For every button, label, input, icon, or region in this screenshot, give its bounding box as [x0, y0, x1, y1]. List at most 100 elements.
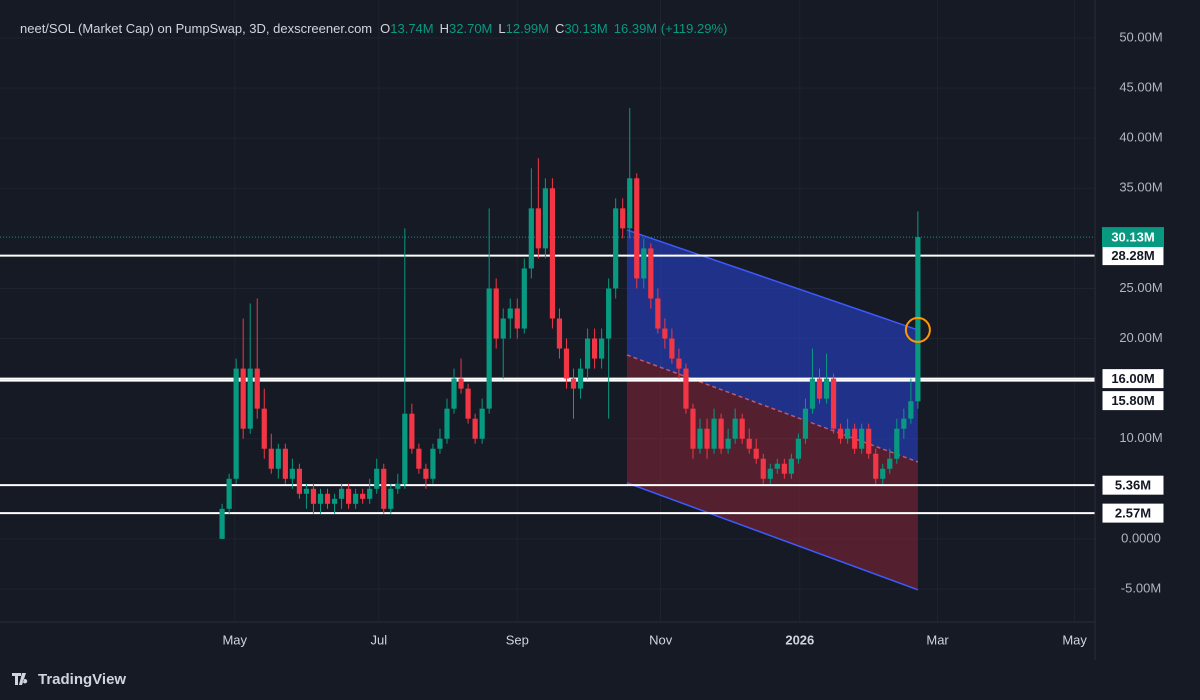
candle-body [711, 418, 717, 449]
candle-body [809, 378, 816, 409]
legend-key: C [555, 21, 564, 36]
candle-body [444, 408, 450, 439]
candle-body [381, 468, 387, 509]
levels [0, 236, 1095, 515]
candle-body [374, 468, 380, 489]
candle-body [261, 408, 267, 449]
last-price-box [1102, 227, 1164, 248]
candle-body [852, 428, 858, 449]
candle-body [226, 478, 232, 509]
candle-body [725, 438, 731, 449]
legend-value: 30.13M [564, 21, 607, 36]
x-tick-label: Nov [649, 632, 673, 647]
y-tick-label: 20.00M [1119, 330, 1162, 345]
y-tick-label: -5.00M [1121, 580, 1161, 595]
candle-body [437, 438, 443, 449]
candle-body [866, 428, 872, 454]
candle-body [599, 338, 605, 359]
candle-body [676, 358, 682, 369]
candle-body [528, 208, 534, 269]
y-tick-label: 10.00M [1119, 430, 1162, 445]
candle-body [634, 178, 640, 279]
candle-body [500, 318, 506, 339]
candle-body [563, 348, 570, 379]
channel-lower-line [626, 482, 919, 591]
level-label: 2.57M [1115, 506, 1151, 521]
x-tick-label: May [1062, 632, 1087, 647]
level-label: 16.00M [1111, 371, 1154, 386]
candle-body [606, 288, 612, 339]
candle-body [627, 178, 633, 229]
candle-body [760, 458, 766, 479]
candle-body [521, 268, 527, 329]
candle-body [514, 308, 520, 329]
channel-upper-line [626, 229, 919, 331]
level-label-box [1101, 368, 1165, 390]
candle-body [704, 428, 710, 449]
candle-body [767, 468, 773, 479]
level-label-box [1101, 502, 1165, 524]
level-label-box [1101, 390, 1165, 412]
candle-body [219, 508, 225, 539]
candle-body [915, 237, 921, 402]
candle-body [584, 338, 591, 369]
candle-body [254, 368, 260, 409]
x-tick-label: Mar [926, 632, 949, 647]
candle-body [430, 448, 436, 479]
candle-body [353, 493, 359, 504]
candle-body [416, 448, 422, 469]
candle-body [880, 468, 886, 479]
legend-value: 32.70M [449, 21, 492, 36]
chart-title: neet/SOL (Market Cap) on PumpSwap, 3D, d… [20, 21, 372, 36]
candle-body [774, 463, 780, 469]
candle-body [641, 248, 647, 279]
candle-body [338, 488, 345, 499]
candle-body [591, 338, 598, 359]
candles [219, 108, 931, 539]
candle-body [655, 298, 661, 329]
y-tick-label: 35.00M [1119, 180, 1162, 195]
level-label: 15.80M [1111, 393, 1154, 408]
candle-body [718, 418, 724, 449]
candle-body [346, 488, 352, 504]
legend-change: 16.39M (+119.29%) [614, 21, 728, 36]
candle-body [549, 188, 556, 319]
chart-header: neet/SOL (Market Cap) on PumpSwap, 3D, d… [20, 21, 727, 36]
candle-body [451, 378, 457, 409]
grid [0, 0, 1095, 622]
breakout-marker [904, 316, 931, 343]
candle-body [275, 448, 281, 469]
candle-body [395, 483, 401, 489]
candle-body [317, 493, 324, 504]
y-tick-label: 25.00M [1119, 280, 1162, 295]
candle-body [303, 488, 310, 494]
candle-body [894, 428, 900, 459]
candle-body [458, 378, 464, 389]
x-tick-label: Jul [371, 632, 388, 647]
candle-body [268, 448, 274, 469]
candle-body [465, 388, 471, 419]
candle-body [662, 328, 668, 339]
legend-key: O [380, 21, 390, 36]
candle-body [795, 438, 802, 459]
candle-body [289, 468, 295, 479]
candle-body [493, 288, 499, 339]
y-tick-label: 0.0000 [1121, 530, 1161, 545]
candle-body [901, 418, 907, 429]
candle-body [296, 468, 303, 494]
candle-body [823, 378, 830, 399]
candle-body [507, 308, 513, 319]
candle-body [648, 248, 654, 299]
candle-body [486, 288, 492, 409]
candle-body [887, 458, 893, 469]
candle-body [683, 368, 689, 409]
candle-body [830, 378, 837, 429]
candle-body [802, 408, 809, 439]
candle-body [240, 368, 246, 429]
y-tick-label: 45.00M [1119, 80, 1162, 95]
brand-name: TradingView [38, 671, 126, 688]
candle-body [732, 418, 738, 439]
candle-body [282, 448, 288, 479]
candle-body [310, 488, 317, 504]
candle-body [247, 368, 253, 429]
